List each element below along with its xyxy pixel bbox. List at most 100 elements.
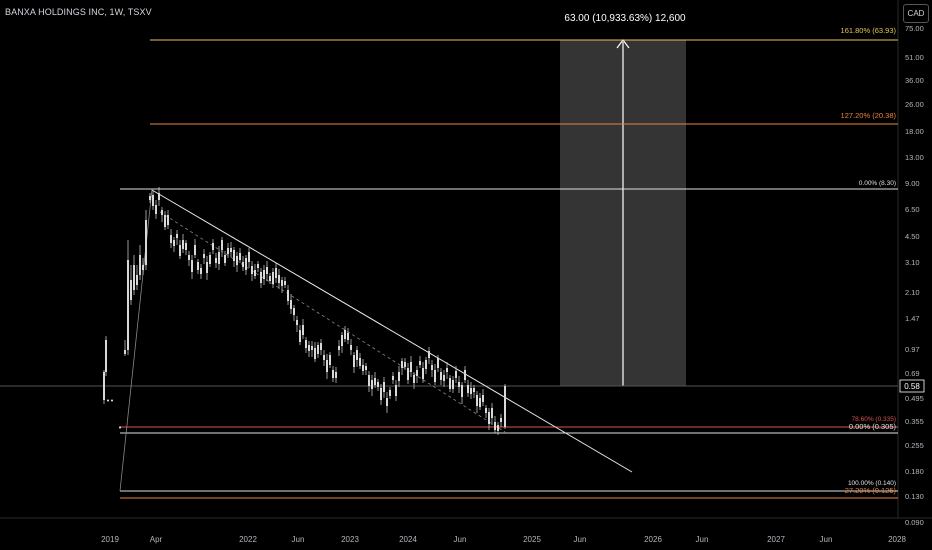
- candle-body: [362, 365, 364, 371]
- candle-body: [452, 380, 454, 389]
- currency-badge[interactable]: CAD: [903, 4, 929, 23]
- candle-body: [191, 260, 193, 272]
- fib-label-100: 100.00% (0.140): [848, 480, 896, 487]
- candle-body: [254, 270, 256, 276]
- y-tick-label: 75.00: [905, 24, 924, 33]
- projection-label: 63.00 (10,933.63%) 12,600: [564, 13, 686, 24]
- candle-body: [443, 375, 445, 381]
- candle-body: [236, 256, 238, 265]
- candle-body: [142, 265, 144, 270]
- candle-body: [338, 346, 340, 350]
- candle-body: [326, 360, 328, 372]
- price-axis[interactable]: 75.00 51.00 36.00 26.00 18.00 13.00 9.00 6.50 4.…: [905, 24, 924, 527]
- candle-body: [245, 258, 247, 270]
- y-tick-label: 0.090: [905, 518, 924, 527]
- candle-body: [139, 255, 141, 275]
- candle-body: [374, 378, 376, 385]
- candle-body: [224, 255, 226, 263]
- candle-body: [293, 308, 295, 315]
- candle-body: [215, 258, 217, 263]
- y-tick-label: 3.10: [905, 258, 920, 267]
- candle-body: [389, 390, 391, 396]
- fib-label-127: 127.20% (20.38): [841, 111, 897, 120]
- candle-body: [470, 388, 472, 394]
- trendline-channel-dashed[interactable]: [159, 211, 506, 433]
- candle-body: [218, 252, 220, 264]
- candle-body: [476, 395, 478, 406]
- candle-body: [386, 398, 388, 406]
- candle-body: [149, 196, 151, 200]
- y-tick-label: 36.00: [905, 76, 924, 85]
- candle-body: [320, 343, 322, 350]
- candle-body: [335, 372, 337, 378]
- x-tick-label: 2019: [101, 535, 119, 544]
- candle-body: [416, 370, 418, 376]
- candle-body: [200, 268, 202, 274]
- candle-body: [491, 408, 493, 418]
- x-tick-label: 2024: [399, 535, 417, 544]
- trendline-resistance[interactable]: [151, 189, 633, 473]
- candle-body: [500, 418, 502, 422]
- last-price-text: 0.58: [904, 382, 920, 391]
- candle-body: [130, 280, 132, 300]
- candle-body: [464, 370, 466, 380]
- y-tick-label: 26.00: [905, 100, 924, 109]
- candle-body: [263, 270, 265, 279]
- candle-body: [272, 272, 274, 284]
- y-tick-label: 13.00: [905, 153, 924, 162]
- candle-body: [488, 412, 490, 424]
- candle-body: [185, 243, 187, 250]
- candle-body: [296, 320, 298, 325]
- candle-body: [299, 330, 301, 342]
- x-tick-label: 2026: [644, 535, 662, 544]
- y-tick-label: 0.355: [905, 417, 924, 426]
- y-tick-label: 51.00: [905, 53, 924, 62]
- candle-body: [194, 245, 196, 255]
- candle-body: [127, 260, 129, 350]
- x-tick-label: Apr: [150, 535, 163, 544]
- candle-body: [188, 255, 190, 260]
- candle-body: [107, 400, 109, 401]
- y-tick-label: 0.255: [905, 441, 924, 450]
- candle-body: [275, 268, 277, 278]
- candle-body: [353, 355, 355, 367]
- candle-body: [311, 346, 313, 350]
- candle-body: [350, 345, 352, 350]
- candle-body: [287, 290, 289, 301]
- candle-body: [206, 262, 208, 273]
- candle-body: [111, 400, 113, 401]
- y-tick-label: 1.47: [905, 314, 920, 323]
- candle-body: [233, 250, 235, 261]
- fib-label-161: 161.80% (63.93): [841, 26, 897, 35]
- candle-body: [344, 330, 346, 339]
- candle-body: [170, 235, 172, 243]
- candle-body: [410, 362, 412, 372]
- candle-body: [182, 240, 184, 249]
- candle-body: [308, 345, 310, 351]
- candle-body: [173, 240, 175, 246]
- candle-body: [422, 368, 424, 379]
- candle-body: [431, 365, 433, 370]
- candle-body: [278, 275, 280, 283]
- candle-body: [383, 382, 385, 392]
- candle-body: [401, 361, 403, 368]
- fib-label-272: 27.20% (0.125): [845, 486, 897, 495]
- candle-body: [260, 272, 262, 283]
- y-tick-label: 0.495: [905, 394, 924, 403]
- fib-label-786: 78.60% (0.335): [852, 416, 896, 423]
- candle-body: [164, 215, 166, 227]
- candle-body: [347, 333, 349, 340]
- candle-body: [155, 205, 157, 214]
- y-tick-label: 0.97: [905, 345, 920, 354]
- candle-body: [136, 275, 138, 285]
- time-axis[interactable]: 2019 Apr 2022 Jun 2023 2024 Jun 2025 Jun 2026 Jun 2…: [101, 535, 906, 544]
- x-tick-label: 2022: [239, 535, 257, 544]
- candle-body: [230, 248, 232, 252]
- fib-label-0-lower: 0.00% (0.305): [849, 422, 897, 431]
- candle-body: [145, 220, 147, 265]
- candle-body: [455, 371, 457, 378]
- candle-body: [302, 325, 304, 335]
- candle-body: [437, 358, 439, 368]
- candle-body: [419, 361, 421, 365]
